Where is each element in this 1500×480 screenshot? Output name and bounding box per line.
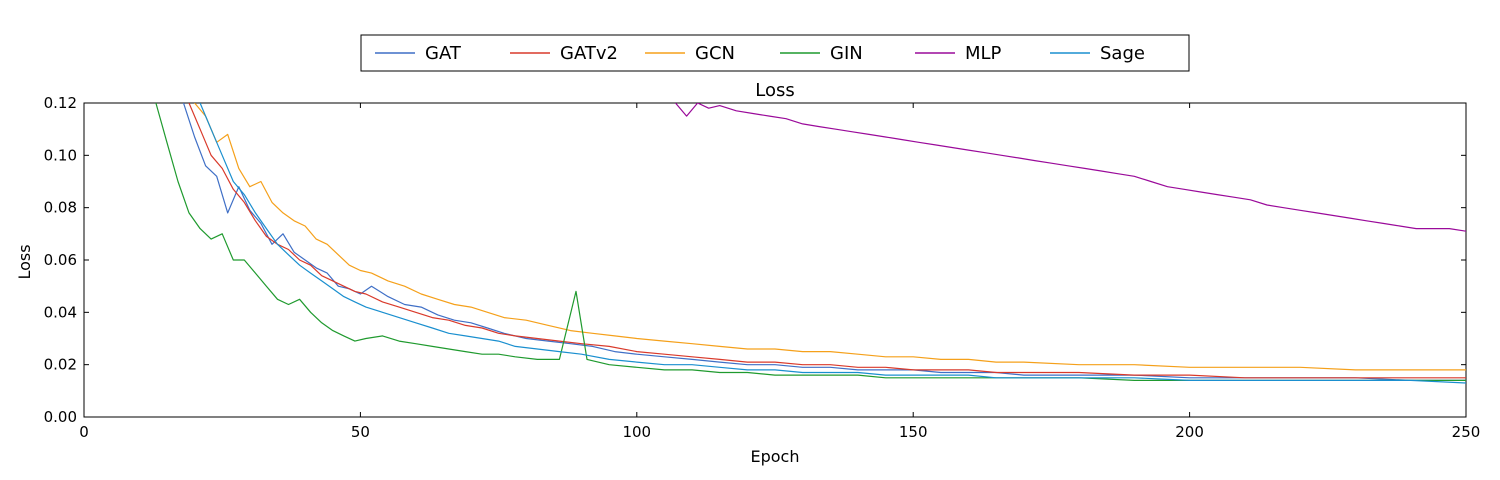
x-tick-label: 150	[899, 423, 928, 441]
series-line-gatv2	[188, 103, 1466, 379]
y-tick-label: 0.08	[44, 199, 77, 217]
x-axis: 0 50 100 150 200 250	[79, 103, 1480, 441]
series-line-sage	[199, 103, 1466, 384]
y-tick-label: 0.04	[44, 303, 77, 321]
legend-label-gcn: GCN	[695, 43, 735, 64]
series-line-mlp	[675, 103, 1466, 232]
legend-label-mlp: MLP	[965, 43, 1002, 64]
y-tick-label: 0.00	[44, 408, 77, 426]
series-line-gat	[182, 103, 1466, 381]
y-axis: 0.00 0.02 0.04 0.06 0.08 0.10 0.12	[44, 94, 1466, 426]
x-axis-label: Epoch	[751, 447, 800, 466]
legend-label-gatv2: GATv2	[560, 43, 618, 64]
chart-title: Loss	[755, 80, 794, 101]
legend-label-sage: Sage	[1100, 43, 1145, 64]
series-line-gcn	[194, 103, 1466, 371]
series-layer	[155, 103, 1466, 384]
series-line-gin	[155, 103, 1466, 381]
x-tick-label: 250	[1452, 423, 1481, 441]
x-tick-label: 50	[351, 423, 370, 441]
y-tick-label: 0.02	[44, 356, 77, 374]
x-tick-label: 100	[622, 423, 651, 441]
x-tick-label: 200	[1175, 423, 1204, 441]
y-tick-label: 0.10	[44, 146, 77, 164]
y-tick-label: 0.12	[44, 94, 77, 112]
x-tick-label: 0	[79, 423, 89, 441]
y-tick-label: 0.06	[44, 251, 77, 269]
y-axis-label: Loss	[15, 244, 34, 279]
legend-label-gin: GIN	[830, 43, 863, 64]
legend: GAT GATv2 GCN GIN MLP Sage	[360, 34, 1190, 72]
legend-label-gat: GAT	[425, 43, 462, 64]
